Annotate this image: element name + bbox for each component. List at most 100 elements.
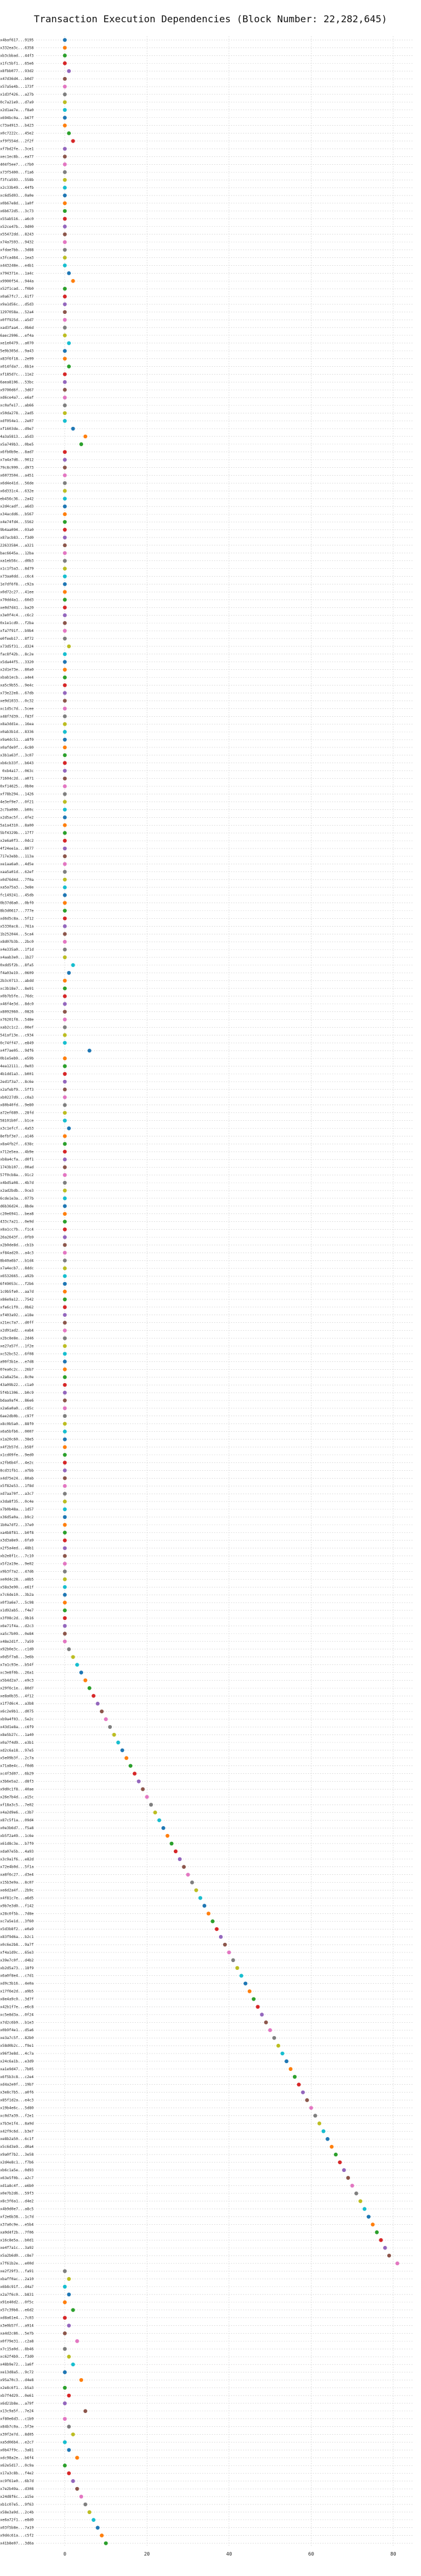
- data-point: [63, 1382, 67, 1387]
- data-point: [63, 1025, 67, 1029]
- data-point: [63, 286, 67, 291]
- data-point: [63, 1227, 67, 1231]
- y-tick-label: 0x9b3f7a2...47d6: [0, 1569, 34, 1574]
- data-point: [63, 722, 67, 726]
- y-tick-label: 0x4a3a5813...a5d3: [0, 435, 34, 439]
- y-tick-label: 0xe8a0b35...4f12: [0, 1694, 34, 1698]
- data-point: [63, 606, 67, 610]
- y-tick-label: 0x717e3ebb...113a: [0, 854, 34, 859]
- data-point: [63, 201, 67, 206]
- y-tick-label: 0x4baf617...9195: [0, 38, 34, 42]
- y-tick-label: 0xf84ad20...a4c3: [0, 1251, 34, 1255]
- y-tick-label: 0x3d3a8e9...6fa9: [0, 1539, 34, 1543]
- y-tick-label: 0x794371e...1a4c: [0, 271, 34, 275]
- data-point: [116, 1740, 120, 1745]
- data-point: [63, 1142, 67, 1146]
- data-point: [63, 2370, 67, 2375]
- y-tick-label: 0x0b37d6a0...0bf0: [0, 901, 34, 906]
- data-point: [71, 426, 75, 431]
- data-point: [239, 1973, 244, 1978]
- y-tick-label: 0xe0d4c28...a8b5: [0, 1577, 34, 1581]
- data-point: [289, 2067, 293, 2072]
- y-tick-label: 0x5e9b305d...9a43: [0, 349, 34, 354]
- y-tick-label: 0x8cd31fb1...a7bb: [0, 1468, 34, 1473]
- y-tick-label: 0x1fc5bf1...65e6: [0, 61, 34, 66]
- data-point: [63, 403, 67, 408]
- y-tick-label: 0xb2e8f1c...7c10: [0, 1554, 34, 1559]
- data-point: [63, 893, 67, 897]
- data-point: [63, 1297, 67, 1302]
- data-point: [63, 232, 67, 236]
- y-tick-label: 0x0afde9f...6c80: [0, 746, 34, 750]
- y-tick-label: 0x41b8e07...3d6a: [0, 2542, 34, 2546]
- y-tick-label: 0x1cd09fe...9ed0: [0, 1453, 34, 1458]
- data-point: [63, 108, 67, 112]
- data-point: [215, 1927, 219, 1931]
- y-tick-label: 0x443248e...e4b1: [0, 263, 34, 268]
- data-point: [63, 590, 67, 594]
- y-tick-label: 0x8e4a9c0...3d7f: [0, 1998, 34, 2002]
- data-point: [96, 1702, 100, 1706]
- data-point: [210, 1919, 215, 1924]
- data-point: [63, 1289, 67, 1294]
- y-tick-label: 0x0c7222c...45e2: [0, 132, 34, 136]
- y-tick-label: 0x34acdd6...b567: [0, 512, 34, 517]
- y-tick-label: 0x5c6d3e9...d0a4: [0, 2145, 34, 2149]
- y-tick-label: 0x3e8c7b5...a0f6: [0, 2091, 34, 2095]
- y-tick-label: 0xd6b36d24...8bde: [0, 1204, 34, 1209]
- y-tick-label: 0xab2c1c2...00ef: [0, 1025, 34, 1029]
- y-tick-label: 0x2c7ba000...b00c: [0, 808, 34, 812]
- y-tick-label: 0xd1a8c4f...e6b0: [0, 2184, 34, 2188]
- data-point: [247, 1989, 252, 1993]
- y-tick-label: 0xe8b2a50...6c1f: [0, 2137, 34, 2141]
- data-point: [63, 729, 67, 734]
- y-tick-label: 0xc7a5e1d...3f60: [0, 1919, 34, 1924]
- data-point: [63, 1328, 67, 1332]
- y-tick-label: 0x29f6c1e...80d7: [0, 1686, 34, 1690]
- data-point: [75, 2486, 79, 2491]
- data-point: [63, 61, 67, 66]
- y-tick-label: 0x0ff925d...a5d7: [0, 318, 34, 322]
- data-point: [63, 1499, 67, 1504]
- data-point: [63, 512, 67, 517]
- data-point: [71, 279, 75, 283]
- data-point: [63, 683, 67, 687]
- y-tick-label: 0xd6ce4a7...e6af: [0, 396, 34, 400]
- y-tick-label: 0x2d91ad2...eab4: [0, 1329, 34, 1333]
- y-tick-label: 0x4d75e24...80ab: [0, 1476, 34, 1480]
- data-point: [63, 2464, 67, 2468]
- y-tick-label: 0x541af13e...c934: [0, 1033, 34, 1037]
- y-tick-label: 0x71a8e4c...f0d6: [0, 1764, 34, 1768]
- data-point: [63, 885, 67, 889]
- y-tick-label: 0xd6d5c8a...5f12: [0, 916, 34, 921]
- y-tick-label: 0xda07e5b...4a93: [0, 1850, 34, 1854]
- y-tick-label: 0x7e2b49a...d308: [0, 2487, 34, 2491]
- data-point: [63, 100, 67, 105]
- y-tick-label: 0x7a1c93e...b54f: [0, 1663, 34, 1667]
- y-tick-label: 0xa1eb56c...d0b3: [0, 559, 34, 563]
- data-point: [63, 520, 67, 524]
- data-point: [362, 2207, 367, 2211]
- data-point: [63, 411, 67, 416]
- y-tick-label: 0xf9f554d...2f2f: [0, 140, 34, 144]
- data-point: [63, 450, 67, 454]
- data-point: [63, 869, 67, 874]
- data-point: [63, 1616, 67, 1621]
- y-tick-label: 0x4e3ef9e7...0f21: [0, 800, 34, 804]
- data-point: [67, 971, 71, 975]
- data-point: [63, 846, 67, 851]
- y-tick-label: 0xaa5a01d...62ef: [0, 870, 34, 874]
- y-tick-label: 0x92b0e3c...c1d0: [0, 1648, 34, 1652]
- y-tick-label: 0xf4a1d9c...65e3: [0, 1951, 34, 1955]
- y-tick-label: 0x9d4c61a...c5f2: [0, 2534, 34, 2538]
- data-point: [350, 2183, 354, 2188]
- y-tick-label: 0x1e1cd9...f2ba: [0, 621, 34, 625]
- y-tick-label: 0x6f49053c...f2b6: [0, 1282, 34, 1286]
- y-tick-label: 0x73f5400...f1a6: [0, 170, 34, 174]
- data-point: [63, 1406, 67, 1411]
- y-tick-label: 0x63e5f0b...a2c7: [0, 2176, 34, 2180]
- y-tick-label: 0xad3faa4...0b6d: [0, 326, 34, 330]
- data-point: [260, 2013, 264, 2017]
- data-point: [63, 1150, 67, 1154]
- y-tick-label: 0xe6d2a4f...2b9c: [0, 1889, 34, 1893]
